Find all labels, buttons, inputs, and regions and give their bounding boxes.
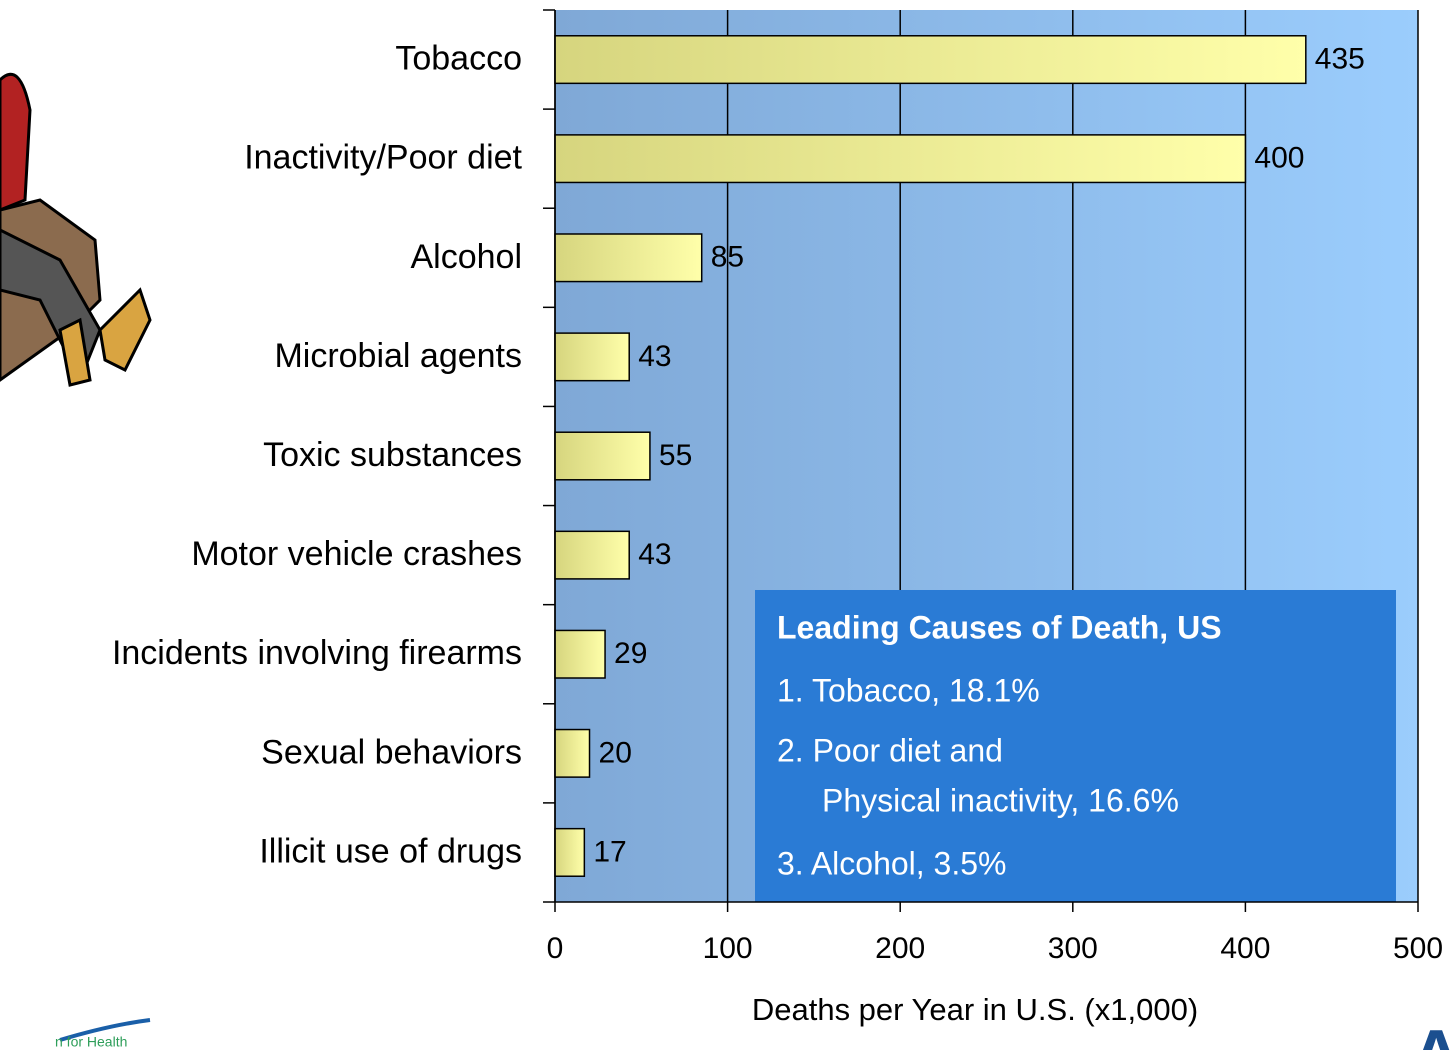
bar bbox=[555, 135, 1245, 183]
y-tick-label: Inactivity/Poor diet bbox=[244, 139, 522, 177]
bar bbox=[555, 36, 1306, 84]
y-tick-label: Illicit use of drugs bbox=[259, 832, 522, 870]
y-tick-label: Incidents involving firearms bbox=[112, 634, 522, 672]
annotation-title: Leading Causes of Death, US bbox=[777, 609, 1222, 645]
value-label: 55 bbox=[659, 439, 692, 472]
cartoon bbox=[0, 74, 150, 385]
value-label: 43 bbox=[638, 340, 671, 373]
y-tick-label: Sexual behaviors bbox=[261, 733, 522, 771]
bar bbox=[555, 531, 629, 579]
left-logo: n for Health bbox=[55, 1034, 127, 1050]
annotation-line: 2. Poor diet and bbox=[777, 732, 1003, 768]
value-label: 20 bbox=[599, 736, 632, 769]
x-tick-label: 0 bbox=[547, 932, 564, 965]
x-tick-label: 200 bbox=[875, 932, 925, 965]
x-tick-label: 100 bbox=[703, 932, 753, 965]
y-tick-label: Tobacco bbox=[395, 40, 522, 78]
bar bbox=[555, 432, 650, 480]
annotation-line: 1. Tobacco, 18.1% bbox=[777, 672, 1040, 708]
y-tick-label: Toxic substances bbox=[263, 436, 522, 474]
x-axis-label: Deaths per Year in U.S. (x1,000) bbox=[752, 992, 1198, 1027]
x-tick-label: 300 bbox=[1048, 932, 1098, 965]
value-label: 17 bbox=[593, 835, 626, 868]
annotation-line: Physical inactivity, 16.6% bbox=[822, 782, 1179, 818]
y-tick-label: Alcohol bbox=[410, 238, 522, 276]
chart: 435 400 85 43 55 43 29 20 17 Leading Causes of D… bbox=[0, 0, 1453, 1050]
x-tick-label: 500 bbox=[1393, 932, 1443, 965]
y-tick-label: Motor vehicle crashes bbox=[191, 535, 522, 573]
bar bbox=[555, 730, 590, 778]
value-label: 43 bbox=[638, 538, 671, 571]
bar bbox=[555, 333, 629, 381]
value-label: 400 bbox=[1254, 142, 1304, 175]
y-tick-label: Microbial agents bbox=[274, 337, 522, 375]
annotation-line: 3. Alcohol, 3.5% bbox=[777, 845, 1006, 881]
value-label: 85 bbox=[711, 241, 744, 274]
value-label: 435 bbox=[1315, 42, 1365, 75]
x-tick-label: 400 bbox=[1220, 932, 1270, 965]
right-logo: AC bbox=[1411, 1015, 1453, 1050]
bar bbox=[555, 630, 605, 678]
value-label: 29 bbox=[614, 637, 647, 670]
bar bbox=[555, 234, 702, 282]
bar bbox=[555, 829, 584, 877]
